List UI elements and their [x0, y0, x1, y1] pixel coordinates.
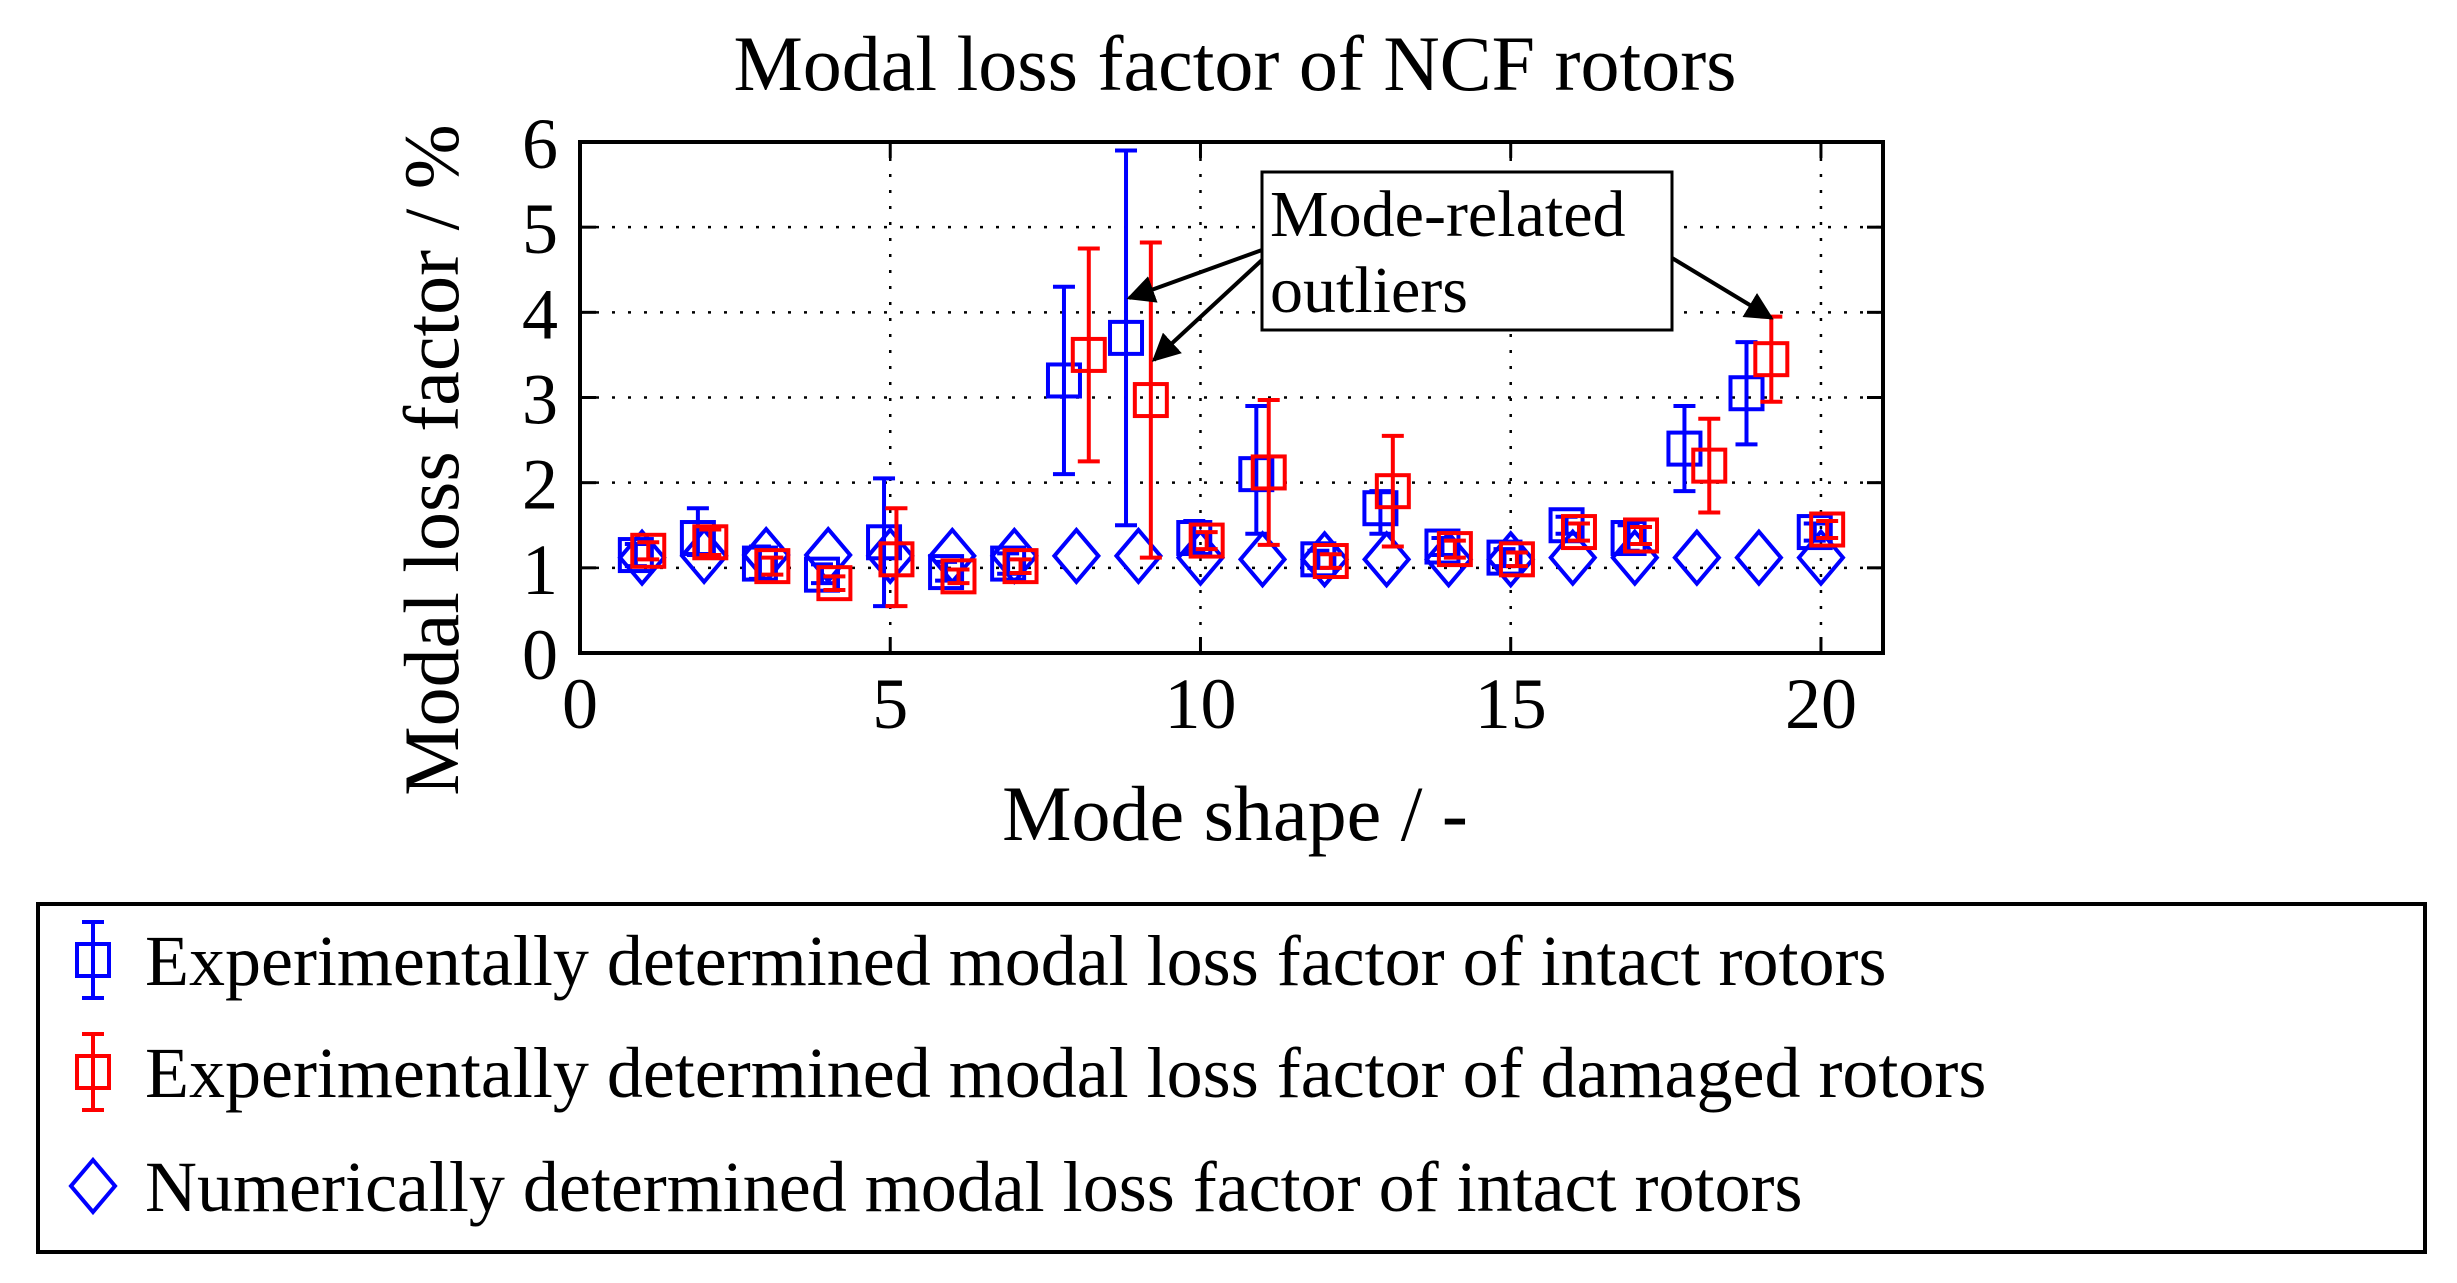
y-tick-label: 5 — [522, 189, 558, 269]
data-point-square — [1691, 447, 1728, 484]
data-point-square — [816, 565, 853, 602]
data-point-square — [1312, 543, 1349, 580]
data-point-square — [1424, 528, 1461, 565]
data-point-diamond — [1051, 526, 1102, 586]
x-tick-label: 5 — [872, 664, 908, 744]
data-point-square — [878, 541, 915, 578]
y-axis-label: Modal loss factor / % — [388, 124, 475, 796]
data-point-square — [1610, 520, 1647, 557]
data-point-diamond — [1672, 528, 1722, 587]
legend-diamond-icon — [68, 1156, 118, 1216]
x-tick-label: 0 — [562, 664, 598, 744]
legend-item-3: Numerically determined modal loss factor… — [68, 1147, 1802, 1227]
data-point-square — [1623, 517, 1660, 554]
y-tick-label: 4 — [522, 274, 558, 354]
annotation-arrows — [1126, 248, 1774, 362]
y-tick-label: 2 — [522, 445, 558, 525]
data-point-square — [679, 520, 716, 557]
data-point-square — [1728, 375, 1765, 412]
series-1 — [617, 148, 1833, 609]
data-point-square — [1498, 541, 1535, 578]
data-point-diamond — [803, 525, 853, 585]
data-point-square — [928, 554, 965, 591]
x-tick-label: 10 — [1164, 664, 1236, 744]
y-tick-label: 1 — [522, 530, 558, 610]
data-point-square — [1188, 522, 1225, 559]
data-point-square — [1560, 514, 1597, 551]
data-point-diamond — [1734, 528, 1784, 587]
data-point-square — [1002, 548, 1039, 585]
y-tick-label: 0 — [522, 615, 558, 695]
legend-label: Experimentally determined modal loss fac… — [145, 1033, 1986, 1113]
data-point-square — [1070, 336, 1107, 373]
series-2 — [630, 240, 1846, 609]
legend-square-icon — [75, 942, 111, 978]
data-point-square — [1176, 520, 1213, 557]
y-tick-label: 6 — [522, 104, 558, 184]
data-point-square — [940, 558, 977, 595]
annotation-arrow — [1151, 258, 1264, 362]
chart-title: Modal loss factor of NCF rotors — [733, 20, 1736, 107]
legend-square-icon — [75, 1054, 111, 1090]
legend-label: Experimentally determined modal loss fac… — [145, 921, 1886, 1001]
series-3 — [617, 525, 1846, 589]
data-point-square — [1796, 514, 1833, 551]
data-point-square — [1250, 454, 1287, 491]
legend-box — [36, 902, 2427, 1254]
annotation-line-2: outliers — [1270, 254, 1468, 327]
legend-item-2: Experimentally determined modal loss fac… — [75, 1032, 1986, 1113]
x-axis-label: Mode shape / - — [1002, 770, 1468, 857]
data-marks — [617, 148, 1846, 609]
data-point-square — [692, 524, 729, 561]
data-point-square — [1809, 511, 1846, 548]
data-point-square — [754, 548, 791, 585]
data-point-square — [617, 537, 654, 574]
legend-item-1: Experimentally determined modal loss fac… — [75, 920, 1886, 1001]
data-point-diamond — [617, 528, 667, 587]
axis-ticks — [578, 140, 1883, 655]
data-point-diamond — [865, 526, 915, 586]
data-point-square — [1374, 473, 1411, 510]
annotation-line-1: Mode-related — [1270, 178, 1626, 251]
y-tick-label: 3 — [522, 360, 558, 440]
data-point-square — [1436, 531, 1473, 568]
data-point-diamond — [1113, 526, 1164, 586]
data-point-diamond — [1610, 528, 1660, 587]
data-point-diamond — [1424, 530, 1474, 589]
data-point-diamond — [679, 526, 729, 586]
annotation-arrow — [1126, 248, 1263, 303]
data-point-square — [1132, 382, 1169, 419]
legend: Experimentally determined modal loss fac… — [68, 920, 1986, 1227]
data-point-square — [1045, 362, 1082, 399]
legend-label: Numerically determined modal loss factor… — [145, 1147, 1802, 1227]
data-point-square — [990, 545, 1027, 582]
outlier-annotation: Mode-related outliers — [1126, 170, 1774, 362]
data-point-diamond — [1237, 530, 1288, 589]
x-tick-label: 15 — [1475, 664, 1547, 744]
data-point-square — [1108, 319, 1145, 356]
data-point-diamond — [1361, 530, 1412, 589]
annotation-box — [1260, 170, 1674, 332]
x-tick-label: 20 — [1785, 664, 1857, 744]
data-point-square — [1753, 341, 1790, 378]
x-tick-labels: 0 5 10 15 20 — [562, 664, 1857, 744]
data-point-square — [741, 545, 778, 582]
annotation-arrow — [1670, 256, 1774, 320]
data-point-square — [630, 532, 667, 569]
